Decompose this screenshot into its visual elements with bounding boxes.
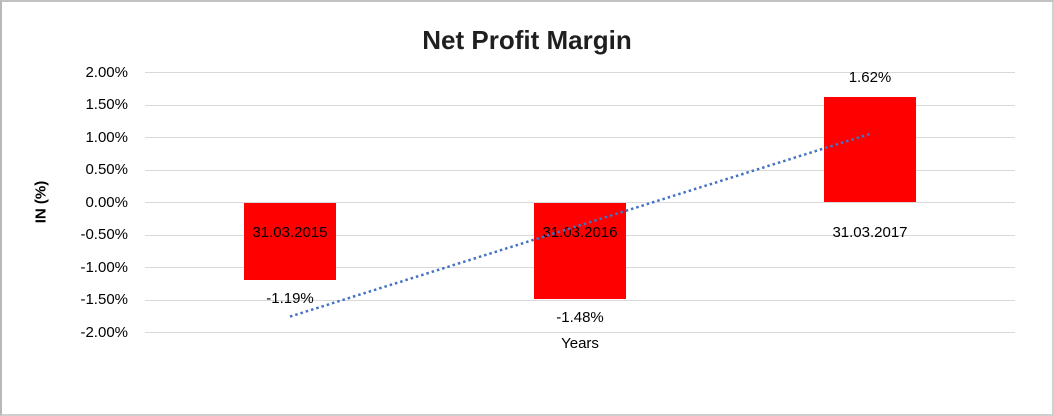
y-axis-tick-label: -0.50% (80, 226, 128, 243)
y-axis-tick-label: 1.00% (85, 128, 128, 146)
data-label: -1.19% (266, 289, 314, 307)
bar-31.03.2016[interactable] (534, 202, 626, 299)
y-axis-tick-label: -1.00% (80, 258, 128, 276)
category-label: 31.03.2017 (832, 224, 908, 241)
data-label: -1.48% (556, 308, 604, 326)
chart-title: Net Profit Margin (422, 25, 632, 55)
data-label: 1.62% (848, 69, 892, 87)
gridline (145, 104, 1015, 106)
x-axis-title: Years (561, 335, 599, 352)
y-axis-tick-label: 2.00% (85, 63, 128, 81)
y-axis-tick-label: 0.50% (85, 161, 128, 178)
bar-31.03.2017[interactable] (824, 97, 916, 203)
y-axis-tick-label: 0.00% (85, 193, 128, 211)
category-label: 31.03.2015 (252, 224, 328, 241)
y-axis-tick-label: -2.00% (80, 323, 128, 341)
y-axis-tick-label: 1.50% (85, 96, 128, 113)
category-label: 31.03.2016 (542, 224, 618, 241)
y-axis-tick-label: -1.50% (80, 291, 128, 308)
gridline (145, 72, 1015, 73)
gridline (145, 332, 1015, 333)
